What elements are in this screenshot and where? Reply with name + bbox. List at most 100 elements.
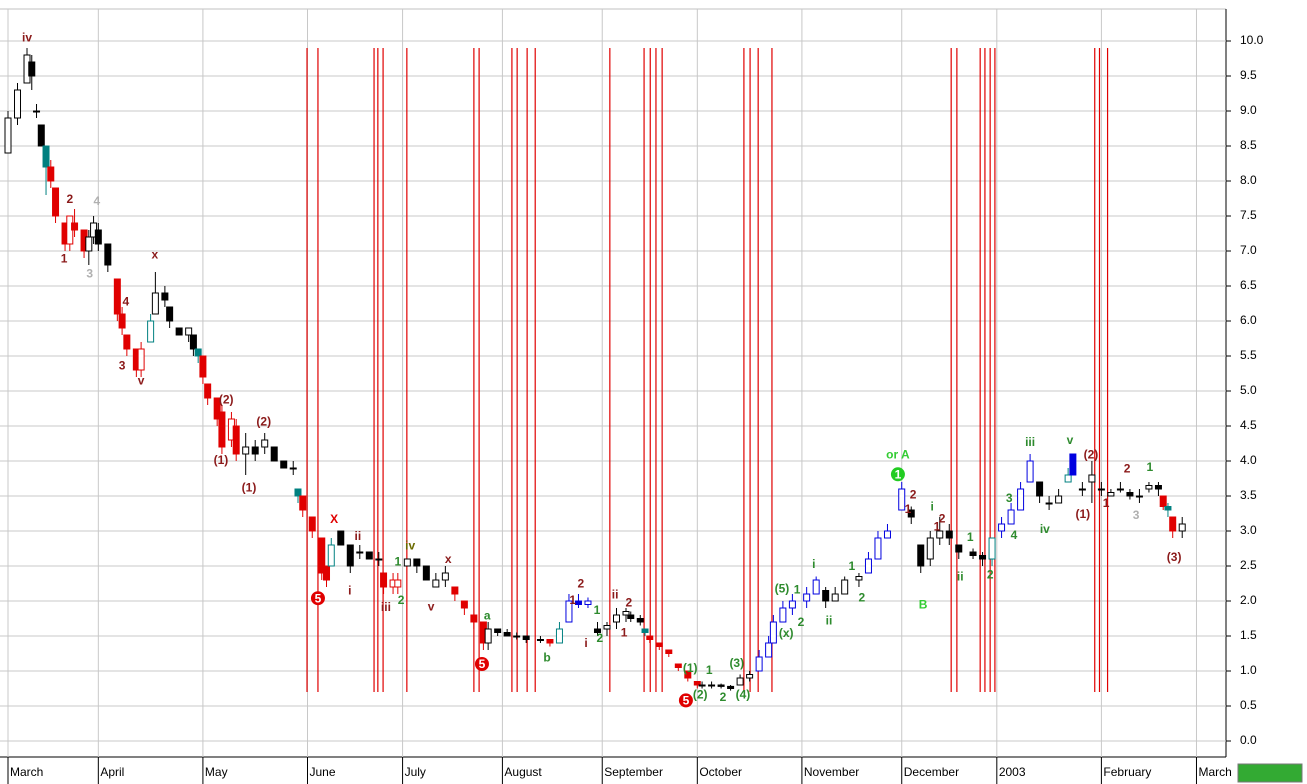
candle-body <box>470 614 478 623</box>
wave-label: v <box>1067 433 1074 447</box>
y-tick-label: 8.5 <box>1240 138 1257 152</box>
y-tick-label: 9.0 <box>1240 103 1257 117</box>
candle-body <box>323 565 331 581</box>
wave-marker <box>890 467 905 482</box>
candle-body <box>451 586 459 595</box>
candle-body <box>1164 506 1172 511</box>
candle-body <box>584 600 592 605</box>
wave-label: 4 <box>123 294 130 308</box>
candle-body <box>28 61 36 77</box>
candle-body <box>199 355 207 378</box>
wave-label: 2 <box>1124 462 1131 476</box>
candle-body <box>1007 509 1015 525</box>
wave-label: (5) <box>775 581 790 595</box>
wave-label: 1 <box>394 555 401 569</box>
candle-body <box>151 292 159 315</box>
wave-label: ii <box>355 529 362 543</box>
candle-body <box>708 684 716 687</box>
x-tick-label: April <box>100 765 124 779</box>
candle-body <box>1045 502 1053 505</box>
candle-body <box>864 558 872 574</box>
candle-body <box>698 684 706 687</box>
y-tick-label: 7.5 <box>1240 208 1257 222</box>
candle-body <box>855 576 863 581</box>
candle-body <box>636 618 644 623</box>
candle-body <box>52 187 60 217</box>
wave-label: or A <box>886 448 910 462</box>
wave-label: iv <box>405 539 415 553</box>
wave-label: (2) <box>219 392 234 406</box>
candle-body <box>1055 495 1063 504</box>
wave-label: (4) <box>736 688 751 702</box>
candle-body <box>71 222 79 231</box>
candle-body <box>926 537 934 560</box>
wave-label: i <box>812 557 815 571</box>
wave-marker <box>678 693 693 708</box>
y-tick-label: 6.5 <box>1240 278 1257 292</box>
candle-body <box>727 685 735 690</box>
wave-label: 4 <box>1011 528 1018 542</box>
y-tick-label: 1.5 <box>1240 628 1257 642</box>
candle-body <box>218 411 226 448</box>
wave-label: 1 <box>594 603 601 617</box>
candle-body <box>270 446 278 462</box>
wave-label: 2 <box>66 192 73 206</box>
wave-label: X <box>330 512 338 526</box>
candle-body <box>1116 488 1124 491</box>
candle-body <box>1078 488 1086 491</box>
wave-label: x <box>152 247 159 261</box>
wave-label: (2) <box>693 688 708 702</box>
candle-body <box>1097 488 1105 491</box>
candle-body <box>123 334 131 350</box>
candle-body <box>37 124 45 147</box>
candle-body <box>574 600 582 605</box>
wave-marker <box>474 657 489 671</box>
candle-body <box>1178 523 1186 532</box>
y-tick-label: 8.0 <box>1240 173 1257 187</box>
candle-body <box>717 684 725 687</box>
x-tick-label: December <box>904 765 959 779</box>
wave-label: 2 <box>910 487 917 501</box>
wave-label: 2 <box>720 690 727 704</box>
wave-label: 1 <box>1103 496 1110 510</box>
wave-marker-label: 1 <box>895 467 902 481</box>
candle-body <box>1026 460 1034 483</box>
candle-body <box>308 516 316 532</box>
candle-body <box>522 635 530 640</box>
candle-body <box>613 614 620 623</box>
wave-label: i <box>930 499 933 513</box>
wave-label: 1 <box>621 625 628 639</box>
wave-label: 2 <box>858 590 865 604</box>
wave-label: 2 <box>398 593 405 607</box>
candle-body <box>1159 495 1167 507</box>
candle-body <box>955 544 963 553</box>
candle-body <box>185 327 193 336</box>
wave-label: 2 <box>939 511 946 525</box>
candle-body <box>1069 453 1077 476</box>
x-tick-label: February <box>1103 765 1151 779</box>
candle-body <box>166 306 174 322</box>
y-tick-label: 9.5 <box>1240 68 1257 82</box>
wave-label: 1 <box>61 252 68 266</box>
y-tick-label: 5.0 <box>1240 383 1257 397</box>
candle-body <box>736 677 744 686</box>
candle-body <box>546 639 554 644</box>
candle-body <box>822 590 830 602</box>
candle-body <box>422 565 430 581</box>
candle-body <box>603 625 611 630</box>
wave-label: 3 <box>119 359 126 373</box>
candle-body <box>294 488 302 497</box>
wave-label: x <box>445 552 452 566</box>
wave-label: (1) <box>683 661 698 675</box>
wave-label: v <box>138 373 145 387</box>
y-tick-label: 10.0 <box>1240 33 1264 47</box>
candle-body <box>33 110 41 113</box>
wave-label: 2 <box>987 567 994 581</box>
candle-body <box>593 628 601 633</box>
candle-body <box>1145 485 1153 490</box>
wave-label: (1) <box>1076 507 1091 521</box>
candle-body <box>565 600 573 623</box>
wave-label: 1 <box>905 502 912 516</box>
candle-body <box>460 600 468 609</box>
candle-body <box>175 327 183 336</box>
